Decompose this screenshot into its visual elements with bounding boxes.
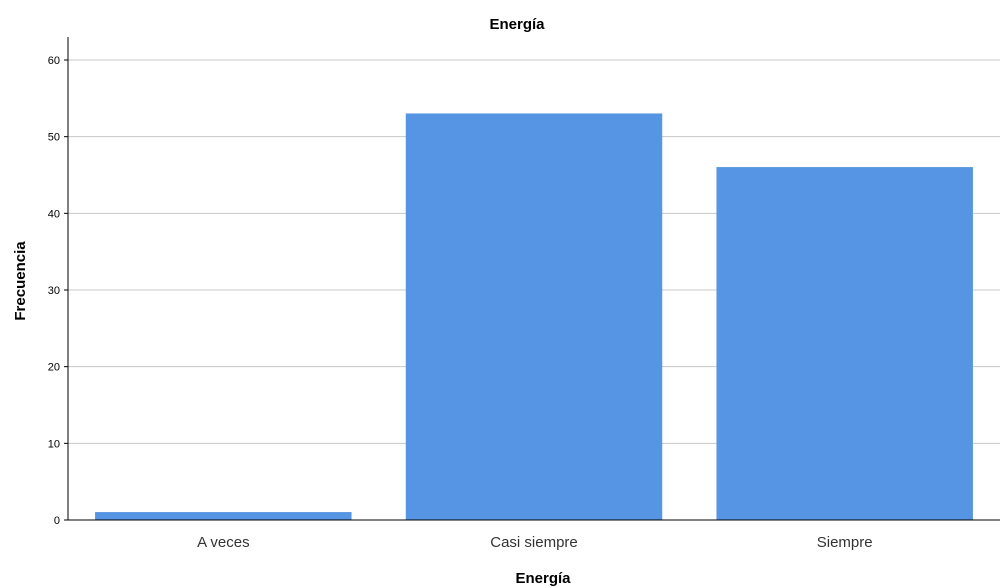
x-axis-label: Energía bbox=[515, 570, 571, 587]
y-tick-label: 30 bbox=[48, 285, 60, 297]
y-tick-label: 50 bbox=[48, 132, 60, 144]
y-tick-label: 60 bbox=[48, 55, 60, 67]
plot-area: 0 10 20 30 40 50 60 A veces Casi siempre Siempre bbox=[48, 37, 1000, 551]
y-tick-label: 40 bbox=[48, 208, 60, 220]
chart-title: Energía bbox=[489, 16, 545, 33]
x-tick-label: Siempre bbox=[817, 534, 873, 551]
x-tick-label: Casi siempre bbox=[490, 534, 578, 551]
bar bbox=[716, 167, 973, 521]
x-tick-label: A veces bbox=[197, 534, 250, 551]
y-tick-label: 0 bbox=[54, 515, 60, 527]
y-tick-label: 20 bbox=[48, 362, 60, 374]
y-tick-label: 10 bbox=[48, 438, 60, 450]
bar bbox=[405, 113, 663, 521]
y-axis-label: Frecuencia bbox=[12, 241, 29, 321]
bar bbox=[95, 512, 352, 521]
